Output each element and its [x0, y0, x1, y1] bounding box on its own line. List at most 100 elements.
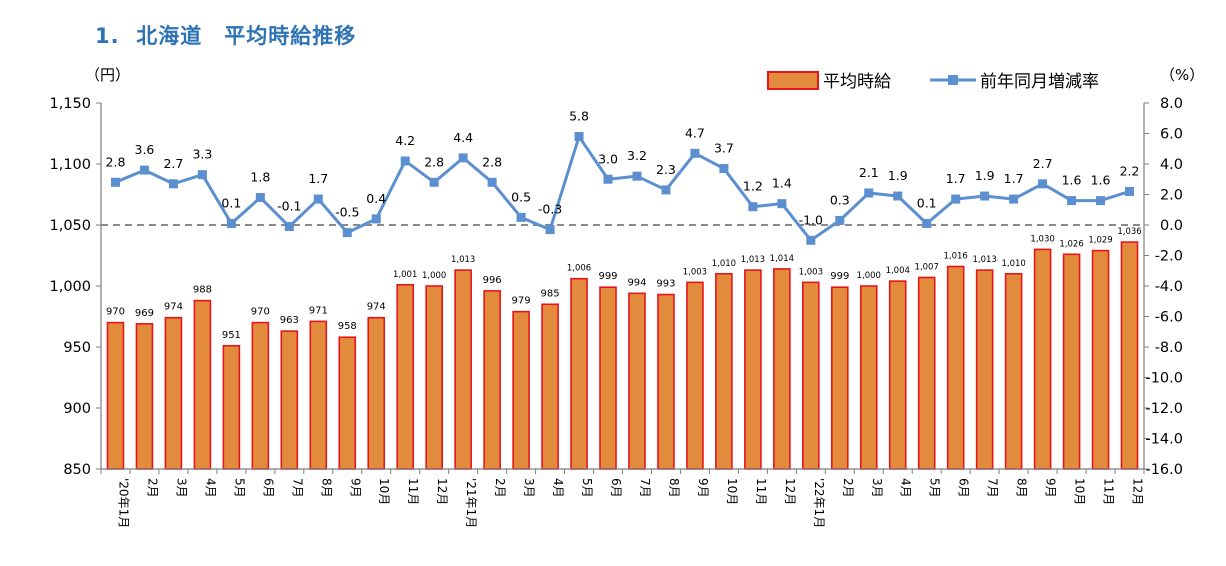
line-point — [429, 177, 439, 187]
line-point — [139, 165, 149, 175]
bar — [570, 277, 588, 470]
growth-rate-line — [114, 135, 1130, 242]
x-category-label: 5月 — [928, 478, 942, 498]
line-value-label: -0.5 — [335, 205, 359, 220]
bar-value-label: 1,010 — [1001, 259, 1025, 269]
bar-value-label: 985 — [541, 288, 560, 299]
line-point — [1096, 196, 1106, 206]
bar — [946, 265, 965, 470]
bar-value-label: 999 — [598, 271, 617, 282]
line-point — [835, 215, 845, 225]
right-axis-ticks: -16.0 -14.0 -12.0 -10.0 -8.0 -6.0 -4.0 -2.0 0.0 2… — [1144, 96, 1183, 478]
x-category-label: 12月 — [1131, 478, 1145, 505]
bar — [512, 310, 530, 470]
x-category-label: 7月 — [290, 478, 304, 498]
bar-value-label: 1,003 — [799, 267, 823, 277]
bar — [1033, 248, 1052, 470]
bar-value-label: 996 — [483, 275, 502, 286]
bar — [715, 272, 733, 470]
bar-value-label: 1,029 — [1088, 236, 1112, 246]
line-value-label: 1.9 — [975, 168, 995, 183]
bar-value-label: 1,010 — [712, 259, 736, 269]
x-category-label: 11月 — [1102, 478, 1116, 505]
x-category-label: 2月 — [145, 478, 159, 498]
legend-bar-swatch — [767, 71, 819, 90]
line-value-label: 4.2 — [395, 133, 415, 148]
x-axis-labels: '20年1月 2月 3月 4月 5月 6月 7月 8月 9月 10月 11月 12月 '21年1月 2月 3… — [116, 478, 1144, 528]
x-category-label: 2月 — [493, 478, 507, 498]
line-point — [1125, 186, 1135, 196]
line-value-label: 1.8 — [250, 170, 270, 185]
bar — [1062, 253, 1081, 470]
x-category-label: 5月 — [232, 478, 246, 498]
right-tick-label: -12.0 — [1145, 401, 1183, 417]
line-point — [255, 193, 265, 203]
line-point — [661, 185, 671, 195]
left-tick-label: 1,000 — [49, 279, 91, 295]
x-category-label: 5月 — [580, 478, 594, 498]
line-value-label: 1.4 — [772, 176, 792, 191]
legend: 平均時給 前年同月増減率 — [767, 71, 1099, 92]
bar — [222, 344, 241, 470]
x-category-label: 9月 — [348, 478, 362, 498]
bar — [135, 323, 154, 470]
x-category-label: 8月 — [1015, 478, 1029, 498]
line-point — [922, 218, 932, 228]
line-point — [371, 214, 381, 224]
legend-line-label: 前年同月増減率 — [980, 72, 1099, 92]
x-category-label: 8月 — [667, 478, 681, 498]
bar-value-label: 969 — [135, 308, 154, 319]
line-value-label: 2.8 — [424, 154, 444, 169]
bar — [396, 283, 415, 470]
right-tick-label: -14.0 — [1145, 432, 1183, 448]
bar — [541, 303, 559, 470]
line-point — [487, 177, 497, 187]
x-category-label: 4月 — [899, 478, 913, 498]
line-point — [342, 228, 352, 238]
bar — [251, 321, 270, 470]
line-point — [1009, 194, 1019, 204]
x-category-label: 10月 — [1073, 478, 1087, 505]
line-point — [893, 191, 903, 201]
line-point — [719, 164, 729, 174]
line-value-label: -1.0 — [799, 212, 823, 227]
line-value-label: 4.4 — [453, 130, 473, 145]
x-category-label: 7月 — [986, 478, 1000, 498]
line-value-label: 2.2 — [1120, 163, 1140, 178]
x-category-label: 7月 — [638, 478, 652, 498]
bar-value-label: 994 — [627, 277, 646, 288]
line-value-label: 3.3 — [192, 147, 212, 162]
line-point — [980, 191, 990, 201]
x-category-label: 12月 — [783, 478, 797, 505]
bar — [657, 293, 675, 470]
bar-value-label: 970 — [106, 307, 125, 318]
right-tick-label: -2.0 — [1155, 249, 1183, 265]
bar — [744, 269, 762, 470]
right-tick-label: -16.0 — [1145, 462, 1183, 478]
line-point — [313, 194, 323, 204]
line-point — [110, 177, 120, 187]
line-point — [226, 218, 236, 228]
bar-value-label: 1,003 — [683, 267, 707, 277]
line-point — [806, 235, 816, 245]
bar — [164, 316, 183, 470]
bar-value-label: 1,000 — [422, 271, 446, 281]
line-value-label: 0.1 — [221, 195, 241, 210]
line-value-label: 3.2 — [627, 148, 647, 163]
line-point — [545, 225, 555, 235]
left-tick-label: 850 — [63, 462, 91, 478]
legend-bar-label: 平均時給 — [823, 72, 891, 92]
line-value-label: 1.7 — [308, 171, 328, 186]
line-value-label: 0.1 — [917, 195, 937, 210]
legend-line-marker — [948, 75, 958, 85]
bar-value-label: 971 — [309, 305, 328, 316]
bar-value-label: 958 — [338, 321, 357, 332]
line-point — [690, 148, 700, 158]
line-point — [632, 171, 642, 181]
bar-value-label: 1,013 — [741, 255, 765, 265]
right-tick-label: -8.0 — [1155, 340, 1183, 356]
bar — [1120, 241, 1139, 470]
x-category-label: 10月 — [725, 478, 739, 505]
line-point — [458, 153, 468, 163]
line-value-label: 1.7 — [1004, 171, 1024, 186]
